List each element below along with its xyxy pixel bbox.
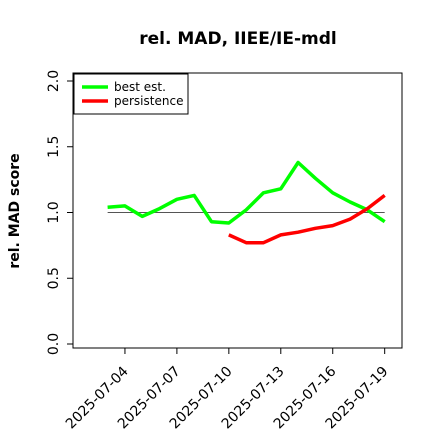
y-axis-label: rel. MAD score (7, 153, 23, 268)
y-tick-label: 0.5 (46, 267, 62, 289)
x-axis: 2025-07-042025-07-072025-07-102025-07-13… (63, 348, 392, 432)
y-axis: 0.0 0.5 1.0 1.5 2.0 (46, 70, 73, 355)
y-tick-label: 2.0 (46, 70, 62, 92)
series-line-persistence (228, 194, 386, 245)
plot-area (72, 72, 403, 349)
series-line-best-est (107, 160, 386, 225)
chart-title: rel. MAD, IIEE/IE-mdl (139, 29, 336, 49)
legend-box (73, 73, 189, 115)
legend: best est. persistence (73, 73, 189, 115)
y-tick-label: 1.0 (46, 201, 62, 223)
y-tick-label: 1.5 (46, 136, 62, 158)
series-layer (107, 160, 386, 245)
legend-label-best-est: best est. (114, 80, 166, 94)
y-tick-label: 0.0 (46, 333, 62, 355)
legend-label-persistence: persistence (114, 94, 183, 108)
